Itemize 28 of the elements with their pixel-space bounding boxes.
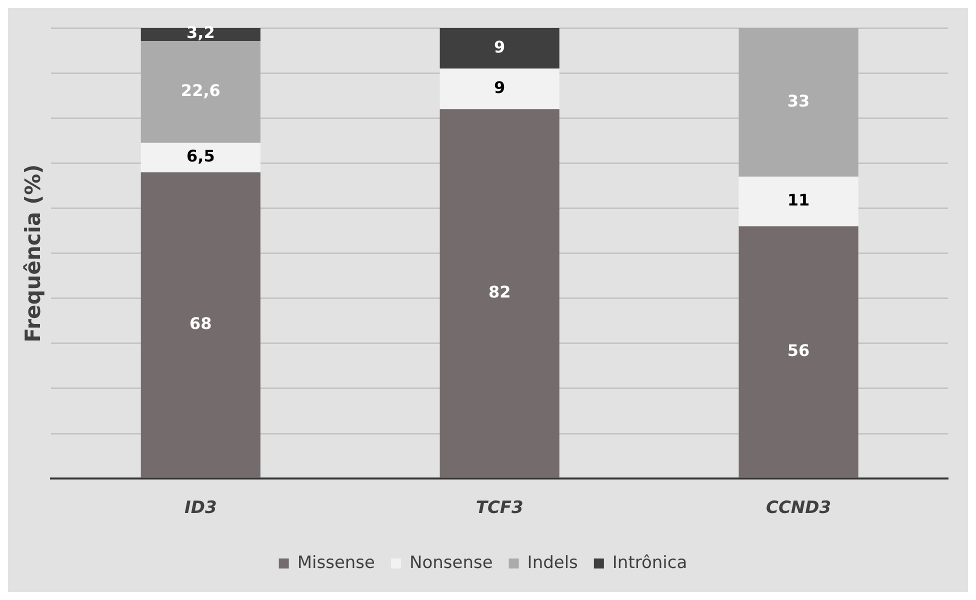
x-tick-label: CCND3 xyxy=(766,498,832,518)
data-label: 82 xyxy=(488,282,511,302)
x-tick-label: ID3 xyxy=(184,498,217,518)
bar xyxy=(738,28,858,177)
bar xyxy=(440,28,560,69)
data-label: 33 xyxy=(787,92,810,111)
data-label: 11 xyxy=(787,190,810,210)
bar xyxy=(440,109,560,478)
bar xyxy=(440,68,560,110)
data-label: 22,6 xyxy=(180,81,220,100)
bar xyxy=(140,41,260,143)
bar xyxy=(738,226,858,478)
bar xyxy=(140,172,260,478)
data-label: 68 xyxy=(190,314,212,334)
bar xyxy=(140,28,260,42)
data-label: 9 xyxy=(494,78,506,97)
y-axis-title: Frequência (%) xyxy=(21,164,46,342)
legend-label: Intrônica xyxy=(612,552,688,573)
legend-label: Nonsense xyxy=(410,552,493,573)
bar xyxy=(140,142,260,172)
data-label: 9 xyxy=(494,37,506,56)
data-label: 56 xyxy=(787,341,810,360)
legend-label: Missense xyxy=(297,552,376,573)
x-tick-label: TCF3 xyxy=(476,498,524,518)
legend-label: Indels xyxy=(527,552,578,573)
data-label: 3,2 xyxy=(186,23,215,42)
data-label: 6,5 xyxy=(186,146,215,166)
bar xyxy=(738,176,858,226)
